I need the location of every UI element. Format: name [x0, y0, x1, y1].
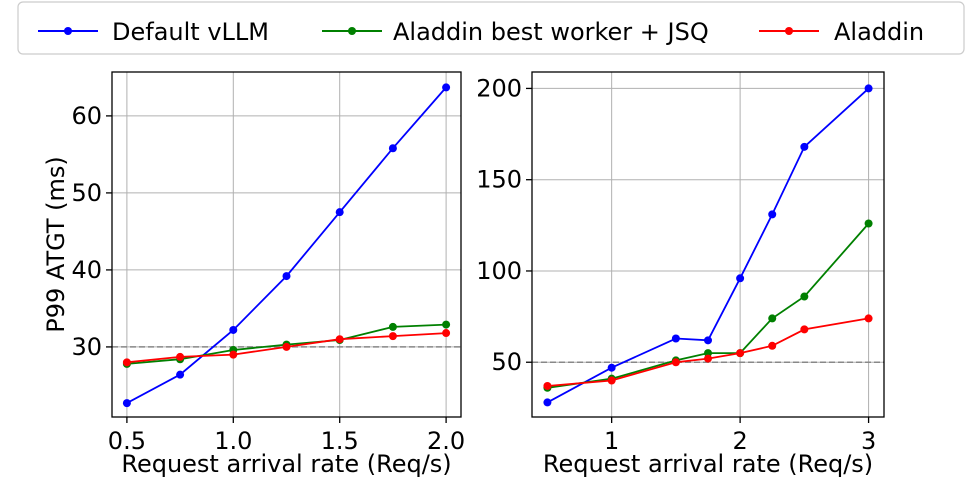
- y-tick-label-3: 60: [71, 102, 102, 130]
- y-tick-label-3: 200: [476, 74, 522, 102]
- legend-label-2: Aladdin: [834, 18, 924, 46]
- data-point-s1-7: [864, 219, 873, 228]
- data-point-s2-6: [442, 329, 451, 338]
- data-point-s0-3: [282, 272, 291, 281]
- data-point-s2-4: [736, 349, 745, 358]
- data-point-s0-5: [388, 144, 397, 153]
- data-point-s0-4: [736, 274, 745, 283]
- x-tick-label-0: 1: [604, 427, 619, 455]
- x-tick-label-1: 1.0: [214, 427, 252, 455]
- data-point-s0-0: [122, 399, 131, 408]
- data-point-s2-3: [282, 342, 291, 351]
- legend-marker-2: [785, 27, 793, 35]
- data-point-s2-1: [176, 352, 185, 361]
- x-tick-label-1: 2: [732, 427, 747, 455]
- data-point-s2-4: [335, 335, 344, 344]
- data-point-s1-6: [442, 320, 451, 329]
- chart-panel-right: 1 2 3 50 100 150 200 Request arrival rate (Req/…: [476, 71, 885, 478]
- x-tick-label-2: 1.5: [321, 427, 359, 455]
- data-point-s1-5: [388, 322, 397, 331]
- data-point-s2-2: [229, 350, 238, 359]
- y-tick-label-0: 50: [491, 348, 522, 376]
- data-point-s1-5: [768, 314, 777, 323]
- data-point-s0-0: [543, 398, 552, 407]
- x-tick-label-2: 3: [861, 427, 876, 455]
- data-point-s2-2: [671, 358, 680, 367]
- legend-marker-1: [348, 27, 356, 35]
- data-point-s2-5: [768, 341, 777, 350]
- y-tick-label-2: 150: [476, 166, 522, 194]
- chart-panel-left: 0.5 1.0 1.5 2.0 30 40 50 60 Request arrival rate…: [42, 71, 465, 478]
- series-line-2: [547, 317, 869, 387]
- legend: Default vLLM Aladdin best worker + JSQ Ala…: [17, 1, 965, 55]
- x-tick-label-3: 2.0: [427, 427, 465, 455]
- x-axis-label: Request arrival rate (Req/s): [543, 450, 873, 478]
- data-point-s0-1: [607, 363, 616, 372]
- data-point-s0-1: [176, 370, 185, 379]
- y-axis-label: P99 ATGT (ms): [42, 156, 70, 333]
- series-line-1: [547, 222, 870, 389]
- data-point-s2-7: [864, 314, 873, 323]
- x-axis-label: Request arrival rate (Req/s): [121, 450, 451, 478]
- data-point-s0-3: [704, 336, 712, 345]
- data-point-s1-3: [704, 349, 712, 358]
- data-point-s2-5: [388, 332, 397, 341]
- data-point-s2-0: [122, 358, 131, 367]
- data-point-s0-5: [768, 210, 777, 219]
- axes-frame: [111, 71, 462, 418]
- data-point-s0-2: [229, 325, 238, 334]
- series-line-0: [126, 86, 447, 404]
- data-point-s0-4: [335, 208, 344, 217]
- data-point-s0-7: [864, 84, 873, 93]
- data-point-s2-0: [543, 381, 552, 390]
- data-point-s0-6: [800, 142, 809, 151]
- y-tick-label-2: 50: [71, 179, 102, 207]
- data-point-s2-6: [800, 325, 809, 334]
- legend-marker-0: [64, 27, 72, 35]
- axes-frame: [531, 71, 885, 418]
- data-point-s0-6: [442, 83, 451, 92]
- data-point-s1-6: [800, 292, 809, 301]
- legend-label-0: Default vLLM: [112, 18, 269, 46]
- data-point-s2-3: [704, 354, 712, 363]
- series-line-0: [546, 87, 870, 404]
- x-tick-label-0: 0.5: [108, 427, 146, 455]
- legend-frame: [17, 1, 965, 55]
- legend-label-1: Aladdin best worker + JSQ: [393, 18, 709, 46]
- data-point-s0-2: [671, 334, 680, 343]
- y-tick-label-1: 100: [476, 257, 522, 285]
- data-point-s2-1: [607, 376, 616, 385]
- y-tick-label-0: 30: [71, 333, 102, 361]
- y-tick-label-1: 40: [71, 256, 102, 284]
